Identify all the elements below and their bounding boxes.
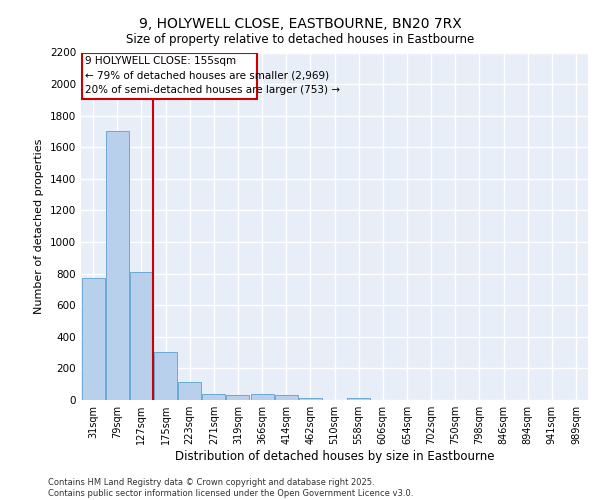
Text: 20% of semi-detached houses are larger (753) →: 20% of semi-detached houses are larger (… [85,84,340,94]
FancyBboxPatch shape [82,54,257,99]
Text: ← 79% of detached houses are smaller (2,969): ← 79% of detached houses are smaller (2,… [85,70,329,81]
Y-axis label: Number of detached properties: Number of detached properties [34,138,44,314]
Text: Size of property relative to detached houses in Eastbourne: Size of property relative to detached ho… [126,32,474,46]
Text: 9 HOLYWELL CLOSE: 155sqm: 9 HOLYWELL CLOSE: 155sqm [85,56,236,66]
Bar [347,398,370,400]
Bar [178,382,201,400]
Bar [251,394,274,400]
Text: Contains HM Land Registry data © Crown copyright and database right 2025.
Contai: Contains HM Land Registry data © Crown c… [48,478,413,498]
Bar [299,398,322,400]
Bar [275,396,298,400]
Bar [130,272,153,400]
X-axis label: Distribution of detached houses by size in Eastbourne: Distribution of detached houses by size … [175,450,494,463]
Bar [154,352,177,400]
Text: 9, HOLYWELL CLOSE, EASTBOURNE, BN20 7RX: 9, HOLYWELL CLOSE, EASTBOURNE, BN20 7RX [139,18,461,32]
Bar [202,394,225,400]
Bar [106,132,128,400]
Bar [226,396,250,400]
Bar [82,278,104,400]
